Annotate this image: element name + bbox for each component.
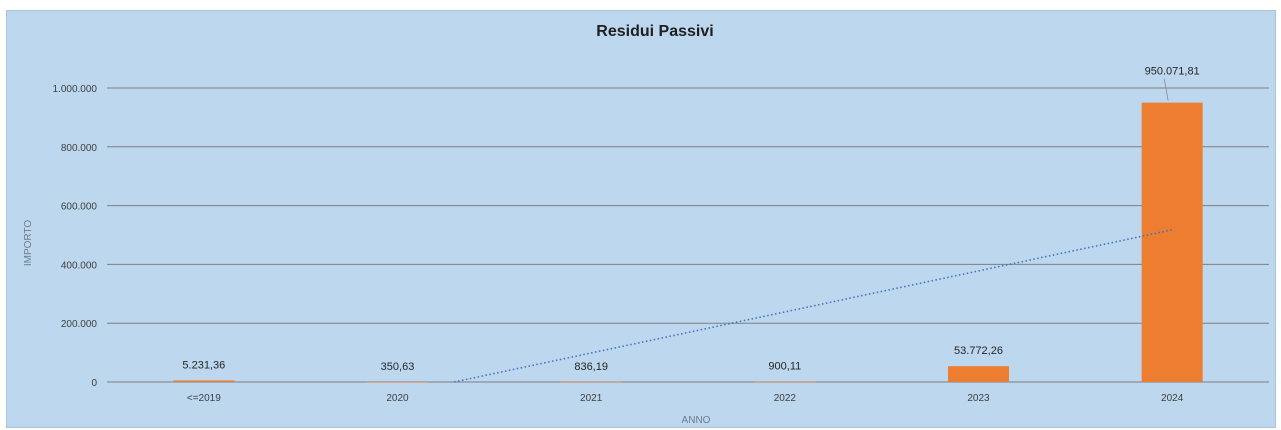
- trendline: [453, 229, 1173, 383]
- data-label-leader: [1163, 78, 1169, 101]
- x-tick-label: 2022: [774, 393, 797, 404]
- y-axis-label: IMPORTO: [23, 220, 34, 267]
- x-tick-label: 2024: [1161, 393, 1184, 404]
- chart-area: Residui Passivi 0 200.000 400.000 600.000 80…: [6, 10, 1276, 428]
- x-tick-label: 2023: [967, 393, 990, 404]
- bar-2: [560, 381, 622, 383]
- data-label: 950.071,81: [1145, 66, 1200, 78]
- y-tick-label: 1.000.000: [53, 84, 98, 95]
- bar-5: [1141, 102, 1203, 382]
- bars: [173, 102, 1203, 383]
- y-tick-label: 200.000: [61, 319, 98, 330]
- bar-chart: Residui Passivi 0 200.000 400.000 600.000 80…: [23, 23, 1269, 426]
- data-labels: 5.231,36 350,63 836,19 900,11 53.772,26 950.0…: [182, 66, 1199, 373]
- bar-0: [173, 380, 235, 382]
- data-label: 53.772,26: [954, 345, 1003, 357]
- y-axis-ticks: 0 200.000 400.000 600.000 800.000 1.000.000: [53, 84, 98, 389]
- bar-3: [754, 381, 816, 383]
- y-tick-label: 0: [91, 378, 97, 389]
- trendline-path: [453, 229, 1173, 383]
- y-tick-label: 800.000: [61, 143, 98, 154]
- chart-title: Residui Passivi: [596, 23, 713, 40]
- data-label: 5.231,36: [182, 359, 225, 371]
- x-axis-label: ANNO: [682, 415, 711, 426]
- x-axis-ticks: <=2019 2020 2021 2022 2023 2024: [187, 393, 1184, 404]
- bar-4: [948, 366, 1009, 382]
- x-tick-label: <=2019: [187, 393, 221, 404]
- x-tick-label: 2021: [580, 393, 603, 404]
- gridlines: [107, 87, 1269, 383]
- x-tick-label: 2020: [386, 393, 409, 404]
- data-label: 900,11: [768, 361, 801, 373]
- data-label: 836,19: [574, 361, 608, 373]
- bar-1: [367, 381, 428, 383]
- y-tick-label: 400.000: [61, 260, 98, 271]
- data-label: 350,63: [381, 361, 415, 373]
- y-tick-label: 600.000: [61, 202, 98, 213]
